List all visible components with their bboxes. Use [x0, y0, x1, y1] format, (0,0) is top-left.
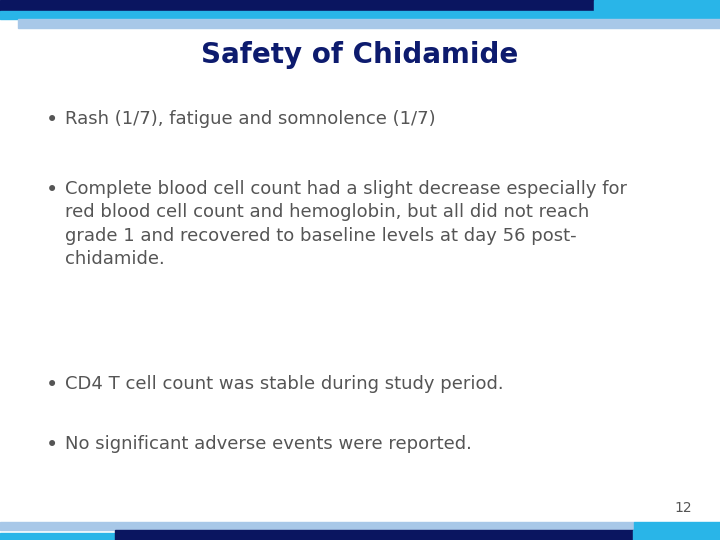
Bar	[18, 19, 720, 28]
Text: No significant adverse events were reported.: No significant adverse events were repor…	[65, 435, 472, 453]
Text: •: •	[46, 375, 58, 395]
Bar	[0, 0, 594, 11]
Bar	[0, 533, 720, 540]
Text: Rash (1/7), fatigue and somnolence (1/7): Rash (1/7), fatigue and somnolence (1/7)	[65, 110, 436, 128]
Text: CD4 T cell count was stable during study period.: CD4 T cell count was stable during study…	[65, 375, 503, 393]
Bar	[0, 11, 720, 19]
Text: •: •	[46, 435, 58, 455]
Text: Safety of Chidamide: Safety of Chidamide	[202, 41, 518, 69]
Text: 12: 12	[675, 501, 692, 515]
Text: •: •	[46, 110, 58, 130]
Bar	[115, 530, 633, 540]
Bar	[634, 522, 720, 530]
Text: red blood cell count and hemoglobin, but all did not reach: red blood cell count and hemoglobin, but…	[65, 204, 589, 221]
Bar	[633, 530, 720, 540]
Bar	[0, 522, 634, 530]
Text: •: •	[46, 180, 58, 200]
Text: grade 1 and recovered to baseline levels at day 56 post-: grade 1 and recovered to baseline levels…	[65, 227, 577, 245]
Text: chidamide.: chidamide.	[65, 250, 165, 268]
Bar	[594, 0, 720, 11]
Text: Complete blood cell count had a slight decrease especially for: Complete blood cell count had a slight d…	[65, 180, 627, 198]
